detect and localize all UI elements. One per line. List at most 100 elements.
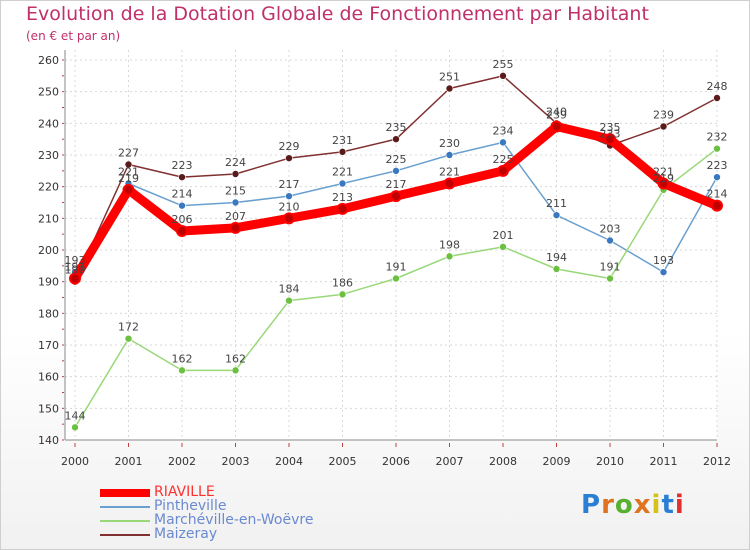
legend-label: Pintheville — [154, 498, 227, 514]
x-tick-label: 2010 — [596, 455, 624, 468]
data-label-RIAVILLE: 214 — [707, 188, 728, 201]
data-label-Marchéville-en-Woëvre: 162 — [172, 352, 193, 365]
data-point-Marchéville-en-Woëvre — [71, 423, 79, 432]
x-tick-label: 2004 — [275, 455, 303, 468]
x-tick-label: 2002 — [168, 455, 196, 468]
data-point-Pintheville — [392, 167, 400, 175]
data-label-Marchéville-en-Woëvre: 172 — [118, 321, 139, 334]
data-label-Maizeray: 255 — [493, 58, 514, 71]
data-label-RIAVILLE: 235 — [600, 121, 621, 134]
data-label-RIAVILLE: 210 — [279, 200, 300, 213]
data-point-Marchéville-en-Woëvre — [285, 296, 293, 305]
brand-letter: x — [633, 490, 652, 520]
data-label-Maizeray: 235 — [386, 121, 407, 134]
data-label-Pintheville: 193 — [65, 254, 86, 267]
brand-letter: t — [661, 490, 675, 520]
data-point-RIAVILLE — [390, 190, 402, 203]
y-tick-label: 220 — [38, 181, 59, 194]
data-point-Pintheville — [338, 179, 347, 188]
data-label-Pintheville: 223 — [707, 159, 728, 172]
data-label-Marchéville-en-Woëvre: 184 — [279, 283, 300, 296]
data-point-RIAVILLE — [657, 177, 670, 190]
x-tick-label: 2007 — [436, 455, 464, 468]
data-label-Maizeray: 231 — [332, 134, 353, 147]
data-point-Pintheville — [231, 198, 240, 207]
data-point-RIAVILLE — [176, 225, 188, 237]
data-label-RIAVILLE: 207 — [225, 210, 246, 223]
data-label-Maizeray: 233 — [600, 128, 621, 141]
data-point-Maizeray — [178, 173, 186, 181]
data-point-Pintheville — [606, 236, 614, 245]
x-tick-label: 2009 — [543, 455, 571, 468]
data-point-Marchéville-en-Woëvre — [713, 144, 721, 153]
y-tick-label: 210 — [38, 212, 59, 225]
data-point-Pintheville — [285, 192, 293, 200]
proxiti-logo: Proxiti — [581, 490, 685, 520]
data-point-Marchéville-en-Woëvre — [231, 366, 240, 375]
data-point-Maizeray — [231, 170, 240, 178]
data-point-RIAVILLE — [443, 177, 456, 190]
data-point-RIAVILLE — [336, 202, 349, 215]
data-label-RIAVILLE: 219 — [118, 172, 139, 185]
y-tick-label: 150 — [38, 402, 59, 415]
x-tick-label: 2005 — [329, 455, 357, 468]
data-label-Pintheville: 221 — [118, 166, 139, 179]
data-label-Pintheville: 217 — [279, 178, 300, 191]
data-point-RIAVILLE — [283, 212, 295, 225]
data-point-Maizeray — [285, 154, 293, 162]
data-label-Marchéville-en-Woëvre: 162 — [225, 352, 246, 365]
data-label-Marchéville-en-Woëvre: 232 — [707, 131, 728, 144]
brand-letter: P — [581, 490, 602, 520]
legend-label: Maizeray — [154, 526, 218, 542]
data-point-RIAVILLE — [711, 199, 723, 212]
plot-area — [65, 50, 717, 440]
data-point-Marchéville-en-Woëvre — [124, 334, 133, 343]
data-point-Pintheville — [445, 151, 454, 159]
x-tick-label: 2001 — [115, 455, 143, 468]
data-point-RIAVILLE — [69, 272, 81, 285]
brand-letter: i — [651, 490, 662, 520]
data-label-Maizeray: 248 — [707, 80, 728, 93]
data-point-Marchéville-en-Woëvre — [606, 274, 614, 283]
data-point-Marchéville-en-Woëvre — [445, 252, 454, 261]
data-point-Marchéville-en-Woëvre — [499, 243, 507, 251]
data-label-Marchéville-en-Woëvre: 186 — [332, 276, 353, 289]
data-label-Maizeray: 240 — [546, 105, 567, 118]
data-point-Marchéville-en-Woëvre — [338, 290, 347, 299]
data-point-Maizeray — [392, 135, 400, 143]
data-label-Pintheville: 230 — [439, 137, 460, 150]
data-point-Maizeray — [124, 160, 133, 169]
legend-swatch — [100, 520, 150, 522]
data-label-RIAVILLE: 217 — [386, 178, 407, 191]
data-point-Maizeray — [445, 84, 454, 93]
data-label-Pintheville: 215 — [225, 185, 246, 198]
data-label-Marchéville-en-Woëvre: 191 — [386, 261, 407, 274]
y-tick-label: 170 — [38, 339, 59, 352]
data-label-Marchéville-en-Woëvre: 201 — [493, 229, 514, 242]
legend-label: Marchéville-en-Woëvre — [154, 512, 314, 528]
x-tick-label: 2012 — [703, 455, 731, 468]
data-label-Pintheville: 203 — [600, 223, 621, 236]
data-point-Maizeray — [659, 122, 668, 131]
data-point-RIAVILLE — [122, 183, 135, 196]
data-label-Pintheville: 214 — [172, 188, 193, 201]
data-point-Pintheville — [499, 138, 507, 147]
y-tick-label: 250 — [38, 86, 59, 99]
data-label-Pintheville: 193 — [653, 254, 674, 267]
data-point-RIAVILLE — [229, 221, 242, 234]
legend-swatch — [100, 489, 150, 497]
data-label-Marchéville-en-Woëvre: 191 — [600, 261, 621, 274]
data-label-RIAVILLE: 206 — [172, 213, 193, 226]
data-label-Maizeray: 223 — [172, 159, 193, 172]
y-tick-label: 240 — [38, 117, 59, 130]
data-label-RIAVILLE: 213 — [332, 191, 353, 204]
data-label-Pintheville: 211 — [546, 197, 567, 210]
data-point-RIAVILLE — [497, 164, 509, 177]
data-label-Maizeray: 239 — [653, 109, 674, 122]
data-point-Pintheville — [552, 211, 561, 219]
data-label-Marchéville-en-Woëvre: 194 — [546, 251, 567, 264]
data-label-Marchéville-en-Woëvre: 219 — [653, 172, 674, 185]
x-tick-label: 2003 — [222, 455, 250, 468]
chart-subtitle: (en € et par an) — [26, 29, 121, 43]
data-point-Marchéville-en-Woëvre — [552, 265, 561, 273]
